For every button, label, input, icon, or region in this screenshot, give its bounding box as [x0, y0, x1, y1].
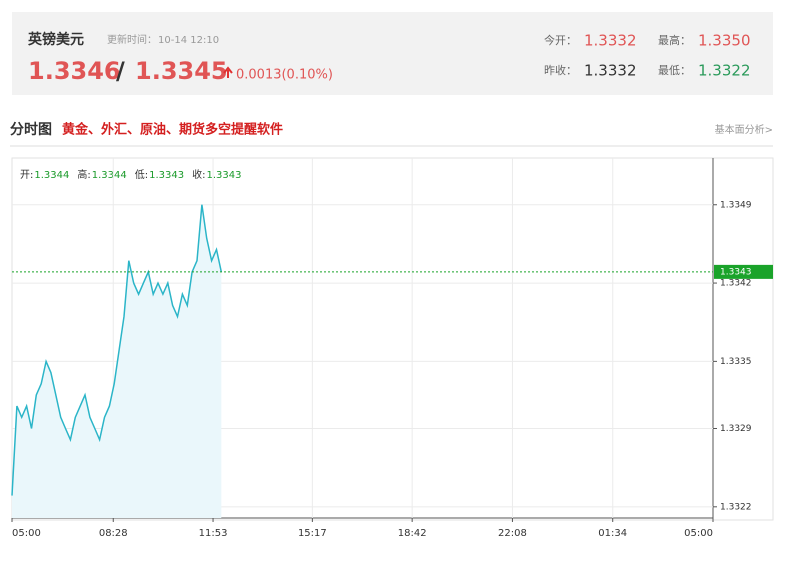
last-price-label: 1.3343 — [720, 267, 752, 277]
x-tick-label: 18:42 — [398, 528, 427, 539]
info-label: 开: — [20, 170, 33, 181]
y-tick-label: 1.3335 — [720, 357, 752, 367]
x-tick-label: 22:08 — [498, 528, 527, 539]
last-price-tag — [714, 264, 773, 279]
stat-label: 最高： — [658, 33, 691, 47]
promo-link[interactable]: 黄金、外汇、原油、期货多空提醒软件 — [62, 122, 283, 138]
price-line — [11, 204, 223, 496]
stat-label: 今开： — [544, 33, 577, 47]
ask: 1.3345 — [135, 57, 228, 85]
x-tick-label: 05:00 — [12, 528, 41, 539]
update-time: 10-14 12:10 — [158, 35, 219, 46]
stat-value: 1.3350 — [698, 32, 751, 50]
x-tick-label: 15:17 — [298, 528, 327, 539]
y-tick-label: 1.3322 — [720, 502, 752, 512]
info-label: 收: — [192, 168, 205, 181]
symbol: 英镑美元 — [27, 31, 84, 48]
stat-value: 1.3332 — [584, 32, 637, 50]
y-tick-label: 1.3349 — [720, 200, 752, 210]
chart-frame — [11, 157, 774, 521]
analysis-link[interactable]: 基本面分析> — [715, 123, 773, 136]
separator: / — [116, 57, 125, 85]
area-fill — [12, 204, 222, 518]
quote-panel — [12, 12, 773, 95]
info-label: 高: — [77, 168, 90, 181]
y-tick-label: 1.3329 — [720, 424, 752, 434]
info-label: 低: — [135, 168, 148, 181]
change: 0.0013(0.10%) — [236, 68, 333, 83]
up-arrow — [223, 66, 233, 78]
info-value: 1.3343 — [207, 170, 242, 181]
stat-value: 1.3332 — [584, 62, 637, 80]
stat-label: 昨收： — [544, 63, 577, 77]
section-title: 分时图 — [10, 121, 52, 138]
stat-label: 最低： — [658, 64, 691, 77]
x-tick-label: 08:28 — [99, 528, 128, 539]
y-tick-label: 1.3342 — [720, 279, 752, 289]
stat-value: 1.3322 — [698, 62, 751, 80]
x-tick-label: 11:53 — [199, 528, 228, 539]
info-value: 1.3344 — [34, 170, 69, 181]
ohlc-info: 开: 1.3344 高: 1.3344 低: 1.3343 收: 1.3343 — [20, 168, 242, 181]
update-label: 更新时间： — [107, 33, 157, 46]
stats: 今开： 1.3332 最高： 1.3350 昨收： 1.3332 最低： 1.3… — [544, 32, 751, 80]
x-tick-label: 01:34 — [598, 528, 627, 539]
x-tick-label: 05:00 — [684, 528, 713, 539]
info-value: 1.3343 — [149, 170, 184, 181]
bid: 1.3346 — [28, 57, 121, 85]
info-value: 1.3344 — [92, 170, 127, 181]
